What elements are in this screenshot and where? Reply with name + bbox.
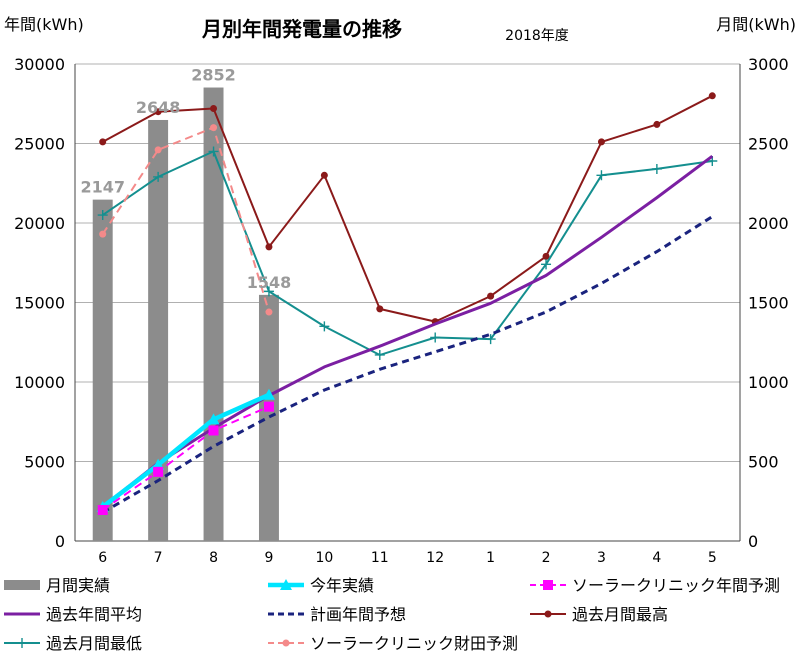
- series-point: [541, 259, 552, 270]
- series-point: [542, 252, 550, 260]
- bar: [258, 294, 279, 541]
- legend-marker: [280, 579, 292, 590]
- legend-entry: 計画年間予想: [310, 605, 406, 624]
- series-point: [97, 210, 108, 221]
- x-tick-label: 3: [597, 550, 606, 566]
- series-line: [102, 94, 713, 323]
- y-tick-label-left: 5000: [24, 453, 65, 472]
- series-point: [99, 138, 107, 146]
- x-tick-label: 12: [426, 550, 444, 566]
- chart-title: 月別年間発電量の推移: [201, 17, 402, 41]
- series-point: [208, 425, 219, 436]
- y-tick-label-left: 10000: [14, 373, 65, 392]
- series-point: [708, 92, 716, 100]
- series-point: [596, 170, 607, 181]
- x-tick-label: 9: [264, 550, 273, 566]
- series-point: [265, 308, 273, 316]
- series-point: [262, 388, 275, 400]
- x-tick-label: 6: [98, 550, 107, 566]
- chart-subtitle: 2018年度: [505, 28, 569, 44]
- y-tick-label-right: 3000: [748, 55, 789, 74]
- y-tick-label-left: 25000: [14, 135, 65, 154]
- y-tick-label-right: 500: [748, 453, 779, 472]
- y-tick-label-left: 15000: [14, 294, 65, 313]
- series-point: [376, 305, 384, 313]
- series-point: [97, 504, 108, 515]
- series-point: [154, 146, 162, 154]
- series-point: [153, 171, 164, 182]
- legend-entry: ソーラークリニック財田予測: [310, 634, 518, 653]
- series-point: [597, 138, 605, 146]
- series-point: [210, 105, 218, 113]
- series-point: [208, 146, 219, 157]
- bar: [148, 119, 169, 541]
- series-point: [651, 163, 662, 174]
- series-point: [265, 243, 273, 251]
- series-point: [430, 332, 441, 343]
- legend-entry: 過去月間最高: [572, 605, 668, 624]
- legend-marker: [543, 580, 553, 590]
- y-axis-left-label: 年間(kWh): [4, 15, 84, 34]
- y-tick-label-right: 2000: [748, 214, 789, 233]
- bar-data-label: 2852: [191, 66, 236, 85]
- bar-data-label: 2648: [136, 98, 181, 117]
- plot-area: 0500010000150002000025000300000500100015…: [14, 55, 789, 566]
- legend-swatch: [4, 580, 40, 590]
- x-tick-label: 2: [542, 550, 551, 566]
- series-line: [102, 150, 713, 356]
- series-line: [101, 154, 714, 508]
- y-tick-label-right: 1000: [748, 373, 789, 392]
- x-tick-label: 4: [652, 550, 661, 566]
- series-point: [374, 349, 385, 360]
- y-axis-right-label: 月間(kWh): [716, 15, 796, 34]
- x-tick-label: 11: [371, 550, 389, 566]
- series-line: [101, 215, 714, 514]
- series-line: [101, 392, 270, 509]
- x-tick-label: 8: [209, 550, 218, 566]
- series-point: [207, 413, 220, 425]
- y-tick-label-left: 0: [55, 532, 65, 551]
- x-tick-label: 1: [486, 550, 495, 566]
- bar-data-label: 2147: [80, 178, 125, 197]
- legend-entry: ソーラークリニック年間予測: [572, 576, 780, 595]
- series-point: [653, 120, 661, 128]
- series-point: [263, 401, 274, 412]
- legend-marker: [17, 638, 27, 648]
- y-tick-label-left: 30000: [14, 55, 65, 74]
- series-point: [485, 334, 496, 345]
- y-tick-label-right: 1500: [748, 294, 789, 313]
- series-line: [102, 405, 270, 511]
- y-tick-label-right: 0: [748, 532, 758, 551]
- legend-entry: 月間実績: [46, 576, 110, 595]
- series-point: [153, 466, 164, 477]
- x-tick-label: 7: [154, 550, 163, 566]
- series-point: [210, 124, 218, 132]
- legend-entry: 今年実績: [310, 576, 374, 595]
- x-tick-label: 5: [708, 550, 717, 566]
- legend-entry: 過去年間平均: [46, 605, 142, 624]
- legend-marker: [544, 610, 552, 618]
- bar: [92, 199, 113, 541]
- series-point: [319, 321, 330, 332]
- y-tick-label-left: 20000: [14, 214, 65, 233]
- bar-data-label: 1548: [247, 273, 292, 292]
- x-tick-label: 10: [315, 550, 333, 566]
- series-point: [154, 108, 162, 116]
- y-tick-label-right: 2500: [748, 135, 789, 154]
- series-point: [99, 230, 107, 238]
- series-point: [487, 292, 495, 300]
- series-point: [263, 286, 274, 297]
- series-point: [320, 171, 328, 179]
- legend-entry: 過去月間最低: [46, 634, 142, 653]
- series-line: [101, 126, 270, 313]
- legend-marker: [282, 639, 290, 647]
